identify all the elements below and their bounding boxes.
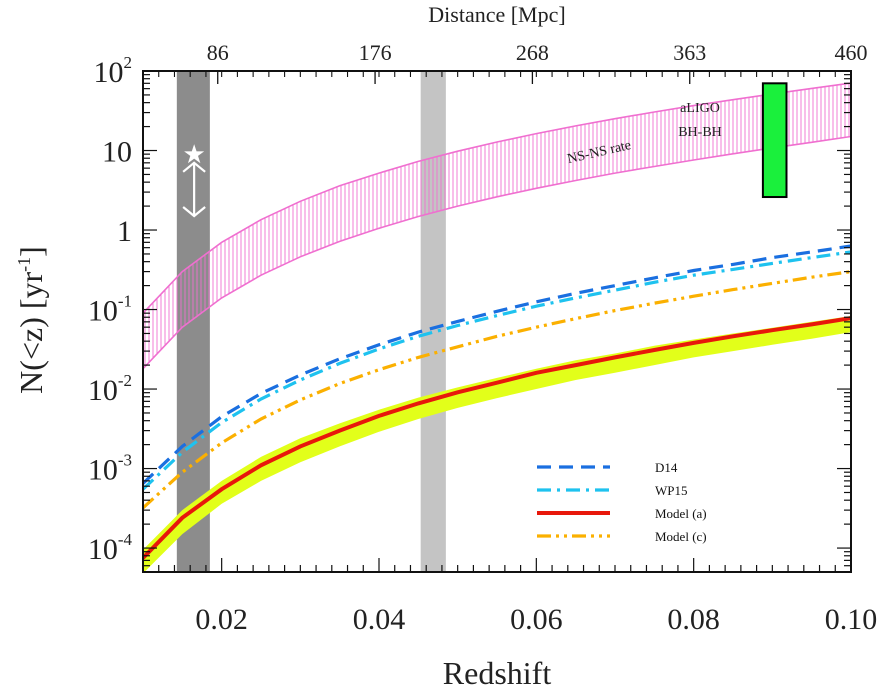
aligo-label-line2: BH-BH bbox=[678, 125, 722, 140]
legend: D14 WP15 Model (a) Model (c) bbox=[537, 460, 707, 544]
plot-content: ★ bbox=[143, 82, 851, 572]
y-tick-exponent: 2 bbox=[124, 53, 133, 72]
x-tick-label: 0.06 bbox=[510, 603, 563, 636]
legend-label: Model (c) bbox=[655, 529, 707, 544]
y-tick-exponent: -2 bbox=[118, 371, 132, 390]
y-axis-title-close: ] bbox=[13, 246, 49, 257]
top-tick-label: 86 bbox=[207, 40, 229, 65]
legend-label: Model (a) bbox=[655, 506, 707, 521]
legend-label: WP15 bbox=[655, 483, 688, 498]
y-tick-label: 1 bbox=[117, 215, 132, 248]
y-tick-label: 10 bbox=[102, 136, 132, 169]
x-tick-label: 0.08 bbox=[667, 603, 720, 636]
y-tick-label: 10-3 bbox=[88, 451, 132, 487]
y-axis-title-sup: -1 bbox=[14, 257, 34, 272]
series-line-model-c bbox=[143, 270, 851, 510]
nsns-band-upper bbox=[143, 82, 851, 314]
y-tick-base: 10 bbox=[88, 374, 118, 407]
y-tick-label: 10-2 bbox=[88, 371, 132, 407]
top-tick-label: 268 bbox=[516, 40, 549, 65]
marker-arrow-up-head bbox=[182, 161, 206, 173]
top-tick-label: 176 bbox=[359, 40, 392, 65]
y-tick-exponent: -1 bbox=[118, 292, 132, 311]
top-axis-title: Distance [Mpc] bbox=[428, 2, 565, 27]
vertical-bands bbox=[176, 71, 446, 572]
y-tick-base: 10 bbox=[88, 295, 118, 328]
x-axis-title: Redshift bbox=[443, 655, 552, 691]
aligo-label-line1: aLIGO bbox=[680, 101, 720, 116]
aligo-bh-bh-box bbox=[761, 82, 788, 199]
nsns-band-hatch bbox=[143, 83, 851, 369]
top-tick-label: 363 bbox=[673, 40, 706, 65]
vertical-band-2 bbox=[420, 71, 446, 572]
y-tick-base: 10 bbox=[88, 454, 118, 487]
series-line-d14 bbox=[143, 244, 851, 485]
x-tick-label: 0.10 bbox=[825, 603, 878, 636]
top-tick-label: 460 bbox=[835, 40, 868, 65]
y-tick-label: 10-4 bbox=[88, 530, 133, 566]
y-tick-exponent: -4 bbox=[118, 530, 133, 549]
y-tick-base: 1 bbox=[117, 215, 132, 248]
y-tick-exponent: -3 bbox=[118, 451, 132, 470]
nsns-band-lower bbox=[143, 135, 851, 370]
y-axis-title: N(<z) [yr-1] bbox=[13, 246, 49, 394]
x-tick-label: 0.02 bbox=[195, 603, 248, 636]
series-line-wp15 bbox=[143, 250, 851, 491]
y-tick-base: 10 bbox=[102, 136, 132, 169]
series-line-model-a bbox=[143, 316, 851, 560]
y-tick-label: 102 bbox=[94, 53, 133, 89]
model-a-band bbox=[143, 316, 851, 572]
star-marker: ★ bbox=[182, 140, 205, 170]
axis-ticks bbox=[142, 70, 852, 573]
y-tick-label: 10-1 bbox=[88, 292, 132, 328]
y-axis-title-main: N(<z) [yr bbox=[13, 271, 49, 393]
legend-label: D14 bbox=[655, 460, 678, 475]
y-tick-base: 10 bbox=[88, 533, 118, 566]
marker-arrow-down-head bbox=[182, 206, 206, 218]
x-tick-label: 0.04 bbox=[353, 603, 406, 636]
y-tick-base: 10 bbox=[94, 56, 124, 89]
